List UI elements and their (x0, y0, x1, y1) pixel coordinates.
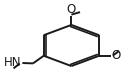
Text: O: O (111, 49, 121, 62)
Text: O: O (67, 3, 76, 16)
Text: HN: HN (4, 56, 22, 69)
